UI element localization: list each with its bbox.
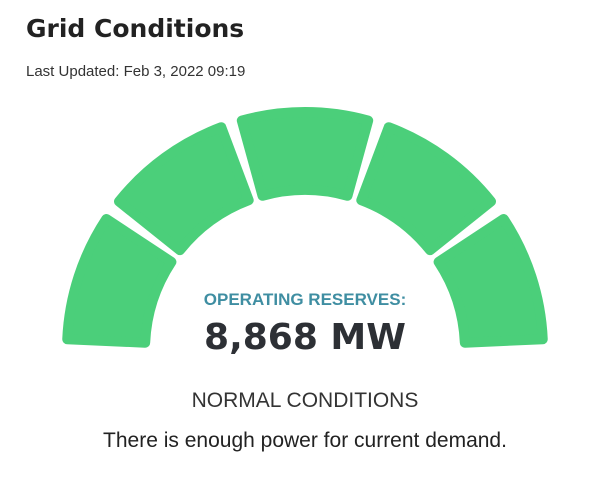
title: Grid Conditions (26, 14, 244, 43)
gauge-segment (62, 213, 177, 348)
status-description: There is enough power for current demand… (103, 429, 507, 452)
gauge-segment (433, 213, 548, 348)
gauge (62, 107, 548, 348)
status-title: NORMAL CONDITIONS (192, 389, 419, 412)
gauge-segment (113, 122, 254, 256)
gauge-segment (356, 122, 497, 256)
gauge-value: 8,868 MW (204, 317, 406, 358)
last-updated: Last Updated: Feb 3, 2022 09:19 (26, 63, 245, 80)
gauge-label: OPERATING RESERVES: (204, 290, 406, 309)
gauge-segment (236, 107, 374, 201)
